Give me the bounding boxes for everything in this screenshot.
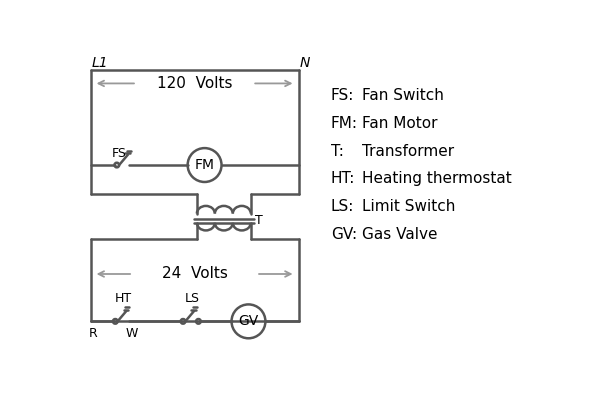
Text: L1: L1 — [91, 56, 108, 70]
Text: Heating thermostat: Heating thermostat — [362, 171, 512, 186]
Text: HT: HT — [114, 292, 132, 305]
Text: Limit Switch: Limit Switch — [362, 199, 455, 214]
Text: 24  Volts: 24 Volts — [162, 266, 228, 282]
Text: Fan Switch: Fan Switch — [362, 88, 444, 103]
Text: W: W — [126, 327, 139, 340]
Text: FS: FS — [112, 147, 126, 160]
Text: LS: LS — [185, 292, 200, 305]
Text: T:: T: — [331, 144, 344, 159]
Text: 120  Volts: 120 Volts — [157, 76, 232, 91]
Text: N: N — [300, 56, 310, 70]
Text: HT:: HT: — [331, 171, 355, 186]
Text: GV: GV — [238, 314, 258, 328]
Text: T: T — [255, 214, 263, 227]
Text: LS:: LS: — [331, 199, 354, 214]
Text: R: R — [88, 327, 97, 340]
Text: FS:: FS: — [331, 88, 354, 103]
Text: GV:: GV: — [331, 227, 357, 242]
Text: FM: FM — [195, 158, 215, 172]
Text: FM:: FM: — [331, 116, 358, 131]
Text: Gas Valve: Gas Valve — [362, 227, 437, 242]
Text: Transformer: Transformer — [362, 144, 454, 159]
Text: Fan Motor: Fan Motor — [362, 116, 437, 131]
